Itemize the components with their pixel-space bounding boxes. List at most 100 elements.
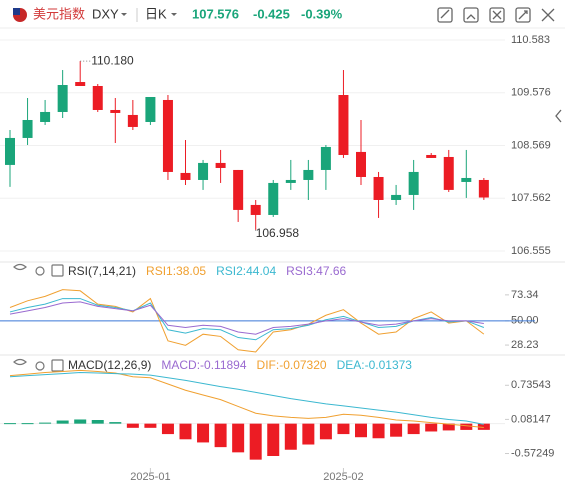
instrument-symbol[interactable]: DXY <box>92 6 119 21</box>
macd-bar <box>21 423 34 425</box>
macd-bar <box>460 423 473 430</box>
candle-body <box>303 169 314 180</box>
y-tick-label: 110.583 <box>511 34 550 46</box>
macd-bar <box>197 423 210 443</box>
legend-entry: MACD:-0.11894 <box>161 358 246 372</box>
gear-icon[interactable] <box>35 266 45 276</box>
macd-bar <box>267 423 280 456</box>
gear-icon[interactable] <box>35 361 45 371</box>
legend-entry: DIF:-0.07320 <box>257 358 327 372</box>
candle-body <box>180 172 191 180</box>
candle-body <box>57 85 68 112</box>
macd-bar <box>91 420 104 424</box>
legend-entry: DEA:-0.01373 <box>337 358 413 372</box>
macd-bar <box>390 423 403 437</box>
tool-draw[interactable] <box>437 7 453 23</box>
candle-body <box>92 85 103 110</box>
candle-body <box>198 162 209 180</box>
y-tick-label: -0.57249 <box>511 447 554 459</box>
candle-body <box>356 151 366 177</box>
instrument-name[interactable]: 美元指数 <box>33 6 85 21</box>
config-icon[interactable] <box>51 359 64 372</box>
rsi-icons <box>13 263 64 372</box>
eye-icon[interactable] <box>13 263 27 271</box>
candle-body <box>443 156 454 190</box>
candle-body <box>250 204 261 215</box>
legend-entry: RSI1:38.05 <box>146 264 206 278</box>
candle-body <box>373 176 384 200</box>
candle-body <box>75 82 86 86</box>
eye-icon[interactable] <box>13 358 27 366</box>
y-tick-label: 106.555 <box>511 245 551 257</box>
toolbar <box>437 7 562 123</box>
indicator-line <box>9 298 485 341</box>
macd-bar <box>407 423 420 435</box>
low-annotation: 106.958 <box>256 226 300 240</box>
candle-body <box>461 177 472 182</box>
macd-bar <box>126 423 139 428</box>
x-tick-label: 2025-02 <box>323 471 363 483</box>
candle-body <box>5 137 15 165</box>
y-tick-label: 28.23 <box>511 339 539 351</box>
candle-body <box>40 111 51 122</box>
indicator-line <box>9 289 485 353</box>
tool-fullscreen[interactable] <box>515 7 531 23</box>
macd-bar <box>425 423 438 432</box>
macd-bar <box>477 423 490 430</box>
x-tick-label: 2025-01 <box>130 471 170 483</box>
tool-brush[interactable] <box>463 7 479 23</box>
dropdown-arrow[interactable] <box>171 13 177 16</box>
candle-body <box>320 146 331 170</box>
change-pct: -0.39% <box>301 6 343 21</box>
tool-settings-glyph <box>492 10 502 20</box>
macd-bar <box>4 423 16 425</box>
candle-body <box>22 119 33 138</box>
legend-entry: RSI2:44.04 <box>216 264 276 278</box>
candle-body <box>338 95 349 155</box>
tool-fullscreen-glyph <box>518 10 528 20</box>
macd-bar <box>442 423 455 431</box>
macd-bar <box>144 423 157 428</box>
macd-bar <box>39 422 52 424</box>
high-annotation: 110.180 <box>91 53 134 67</box>
y-tick-label: 108.569 <box>511 139 551 151</box>
macd-bar <box>319 423 332 440</box>
y-tick-label: 0.08147 <box>511 413 551 425</box>
macd-bar <box>56 420 69 424</box>
legend-entry: RSI3:47.66 <box>286 264 346 278</box>
collapse-arrow[interactable] <box>555 109 562 123</box>
candle-body <box>391 194 402 200</box>
candle-body <box>215 162 226 168</box>
config-icon[interactable] <box>51 264 64 277</box>
macd-bar <box>372 423 385 439</box>
candle-body <box>285 179 296 183</box>
period[interactable]: 日K <box>145 6 167 21</box>
macd-bar <box>302 423 315 445</box>
indicator-line <box>9 301 484 335</box>
tool-settings[interactable] <box>489 7 505 23</box>
candle-body <box>127 114 138 127</box>
indicator-line <box>9 372 484 425</box>
macd-bar <box>109 422 122 424</box>
macd-bar <box>214 423 227 448</box>
candle-body <box>268 182 279 215</box>
tool-draw-glyph <box>440 9 450 19</box>
price: 107.576 <box>192 6 239 21</box>
macd-bar <box>284 423 297 450</box>
y-tick-label: 109.576 <box>511 87 551 99</box>
flag-canton <box>13 8 20 15</box>
y-tick-label: 107.562 <box>511 192 551 204</box>
indicator-title: RSI(7,14,21) <box>68 264 136 278</box>
macd-bar <box>179 423 192 440</box>
macd-bar <box>355 423 367 438</box>
macd-bar <box>161 423 174 435</box>
candle-body <box>408 171 419 195</box>
candle-body <box>478 179 489 198</box>
indicator-title: MACD(12,26,9) <box>68 358 151 372</box>
close-button[interactable] <box>541 8 555 22</box>
macd-bar <box>74 419 87 424</box>
indicator-line <box>9 369 484 428</box>
dropdown-arrow[interactable] <box>121 13 127 16</box>
tool-brush-glyph <box>466 14 476 20</box>
